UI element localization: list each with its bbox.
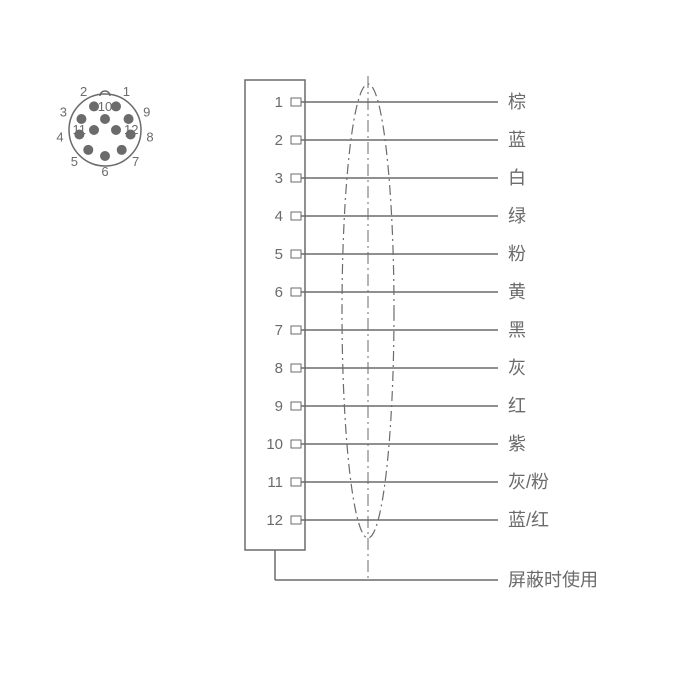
connector-pin-number: 1 xyxy=(123,84,130,99)
wire-color-label: 紫 xyxy=(508,434,526,454)
connector-pin-dot xyxy=(100,151,110,161)
connector-pin-number: 10 xyxy=(98,99,112,114)
connector-pin-dot xyxy=(83,145,93,155)
pin-terminal xyxy=(291,136,301,144)
pin-number: 2 xyxy=(275,132,283,149)
pin-number: 7 xyxy=(275,322,283,339)
connector-pin-number: 8 xyxy=(146,129,153,144)
pin-terminal xyxy=(291,326,301,334)
wire-color-label: 红 xyxy=(508,396,526,416)
connector-pin-number: 12 xyxy=(124,122,138,137)
shield-label: 屏蔽时使用 xyxy=(508,570,598,590)
pin-terminal xyxy=(291,212,301,220)
pin-number: 1 xyxy=(275,94,283,111)
pin-number: 8 xyxy=(275,360,283,377)
pinout-diagram: 1234567891011121棕2蓝3白4绿5粉6黄7黑8灰9红10紫11灰/… xyxy=(0,0,700,700)
pin-terminal xyxy=(291,402,301,410)
connector-pin-number: 3 xyxy=(60,104,67,119)
pin-terminal xyxy=(291,440,301,448)
connector-pin-number: 5 xyxy=(71,154,78,169)
pin-number: 10 xyxy=(266,436,283,453)
wire-color-label: 蓝 xyxy=(508,130,526,150)
pin-terminal xyxy=(291,478,301,486)
wire-color-label: 黑 xyxy=(508,320,526,340)
pin-number: 4 xyxy=(275,208,283,225)
connector-pin-number: 2 xyxy=(80,84,87,99)
connector-pin-dot xyxy=(100,114,110,124)
pin-number: 6 xyxy=(275,284,283,301)
wire-color-label: 绿 xyxy=(508,206,526,226)
pin-number: 11 xyxy=(267,474,283,491)
pin-number: 12 xyxy=(266,512,283,529)
pin-terminal xyxy=(291,174,301,182)
wire-color-label: 灰 xyxy=(508,358,526,378)
wire-color-label: 棕 xyxy=(508,92,526,112)
pin-terminal xyxy=(291,250,301,258)
pin-terminal xyxy=(291,364,301,372)
connector-pin-dot xyxy=(117,145,127,155)
connector-pin-dot xyxy=(111,125,121,135)
connector-pin-number: 11 xyxy=(73,122,87,137)
pin-number: 9 xyxy=(275,398,283,415)
wire-color-label: 蓝/红 xyxy=(508,510,549,530)
connector-pin-dot xyxy=(111,101,121,111)
pin-terminal xyxy=(291,98,301,106)
pin-number: 3 xyxy=(275,170,283,187)
wire-color-label: 白 xyxy=(508,168,526,188)
pin-number: 5 xyxy=(275,246,283,263)
pin-terminal xyxy=(291,516,301,524)
connector-pin-number: 6 xyxy=(101,164,108,179)
wire-color-label: 粉 xyxy=(508,244,526,264)
wire-color-label: 黄 xyxy=(508,282,526,302)
connector-pin-dot xyxy=(89,125,99,135)
connector-pin-number: 9 xyxy=(143,104,150,119)
connector-pin-number: 7 xyxy=(132,154,139,169)
pin-terminal xyxy=(291,288,301,296)
connector-pin-number: 4 xyxy=(56,129,63,144)
wire-color-label: 灰/粉 xyxy=(508,472,549,492)
